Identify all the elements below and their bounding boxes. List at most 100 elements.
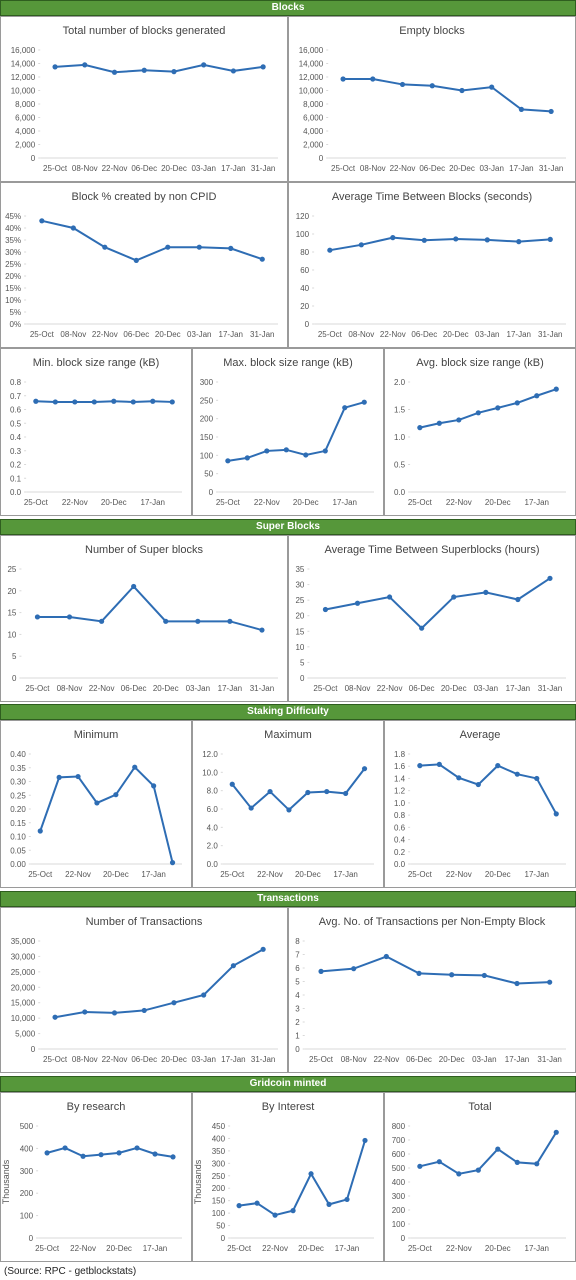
point [429, 83, 435, 89]
point [383, 953, 389, 960]
y-tick-label: 1.5 [394, 406, 406, 415]
chart: Minimum 0.00 0.05 0.10 0.15 0.20 0.25 0.30 0.35 0… [0, 720, 192, 888]
y-tick-label: 0 [12, 674, 17, 683]
y-tick-label: 200 [212, 1184, 226, 1193]
point [327, 247, 333, 253]
y-tick-label: 450 [212, 1122, 226, 1131]
x-tick-label: 08-Nov [348, 330, 374, 339]
x-tick-label: 20-Dec [485, 870, 511, 879]
y-tick-label: 8,000 [303, 100, 324, 109]
x-tick-label: 17-Jan [335, 1244, 359, 1253]
point [102, 244, 108, 250]
y-tick-label: 2,000 [303, 141, 324, 150]
point [351, 966, 357, 972]
chart-title: By Interest [262, 1101, 315, 1113]
chart-frame [0, 182, 288, 348]
series-line [238, 1140, 366, 1217]
y-tick-label: 15,000 [11, 999, 36, 1008]
point [230, 68, 237, 74]
x-tick-label: 17-Jan [221, 1055, 245, 1064]
y-tick-label: 15% [5, 284, 21, 293]
point [518, 106, 525, 112]
chart-frame [0, 16, 288, 182]
chart: Avg. block size range (kB) 0.0 0.5 1.0 1.5 2.… [384, 348, 576, 516]
y-tick-label: 10 [295, 643, 304, 652]
y-tick-label: 1.0 [394, 433, 406, 442]
point [286, 807, 292, 813]
x-tick-label: 20-Dec [293, 498, 319, 507]
point [152, 1151, 158, 1157]
point [416, 970, 422, 976]
y-tick-label: 0.35 [10, 764, 26, 773]
point [75, 773, 81, 780]
point [116, 1150, 122, 1156]
y-tick-label: 0.3 [10, 447, 22, 456]
point [39, 218, 45, 224]
y-tick-label: 800 [392, 1122, 406, 1131]
point [390, 235, 396, 241]
point [259, 256, 265, 262]
point [131, 583, 137, 590]
y-tick-label: 0.6 [10, 406, 22, 415]
point [229, 781, 235, 787]
y-tick-label: 0 [295, 1045, 300, 1054]
point [361, 766, 368, 772]
y-tick-label: 50 [204, 470, 213, 479]
chart: Empty blocks 0 2,000 4,000 6,000 8,000 10,000 1… [288, 16, 576, 182]
x-tick-label: 20-Dec [106, 1244, 132, 1253]
x-tick-label: 20-Dec [295, 870, 321, 879]
chart-title: Number of Super blocks [85, 544, 203, 556]
x-tick-label: 20-Dec [298, 1244, 324, 1253]
point [362, 1137, 368, 1144]
x-tick-label: 31-Jan [250, 684, 274, 693]
point [453, 236, 459, 242]
x-tick-label: 03-Jan [479, 164, 503, 173]
y-tick-label: 0.15 [10, 819, 26, 828]
x-tick-label: 25-Oct [313, 684, 338, 693]
y-tick-label: 0 [31, 154, 36, 163]
x-tick-label: 31-Jan [250, 330, 274, 339]
point [290, 1208, 296, 1214]
point [259, 627, 265, 633]
x-tick-label: 22-Nov [377, 684, 403, 693]
point [495, 763, 501, 769]
y-tick-label: 300 [20, 1167, 34, 1176]
point [33, 398, 39, 404]
chart-frame [0, 535, 288, 702]
y-tick-label: 12,000 [11, 73, 36, 82]
chart-title: Total number of blocks generated [63, 25, 226, 37]
x-tick-label: 06-Dec [121, 684, 147, 693]
point [230, 963, 237, 969]
y-tick-label: 0.30 [10, 778, 26, 787]
x-tick-label: 17-Jan [333, 498, 357, 507]
x-tick-label: 22-Nov [102, 1055, 128, 1064]
x-tick-label: 20-Dec [155, 330, 181, 339]
y-tick-label: 400 [392, 1178, 406, 1187]
point [151, 783, 157, 789]
y-tick-label: 0.6 [394, 823, 406, 832]
y-tick-label: 30% [5, 248, 21, 257]
point [111, 69, 118, 75]
y-tick-label: 2 [295, 1018, 300, 1027]
x-tick-label: 06-Dec [409, 684, 435, 693]
point [399, 81, 406, 88]
y-tick-label: 0.4 [10, 433, 22, 442]
chart: Average Time Between Superblocks (hours)… [288, 535, 576, 702]
point [342, 405, 348, 411]
chart-title: Empty blocks [399, 25, 465, 37]
source-note: (Source: RPC - getblockstats) [4, 1266, 137, 1277]
point [548, 108, 554, 115]
y-tick-label: 200 [200, 415, 214, 424]
point [534, 1161, 540, 1167]
point [134, 1145, 140, 1151]
y-tick-label: 15 [7, 609, 16, 618]
y-tick-label: 35% [5, 236, 21, 245]
point [553, 1129, 559, 1135]
point [386, 594, 393, 600]
point [37, 828, 43, 834]
y-tick-label: 500 [20, 1122, 34, 1131]
point [248, 805, 254, 811]
point [340, 76, 346, 82]
x-tick-label: 08-Nov [72, 164, 98, 173]
